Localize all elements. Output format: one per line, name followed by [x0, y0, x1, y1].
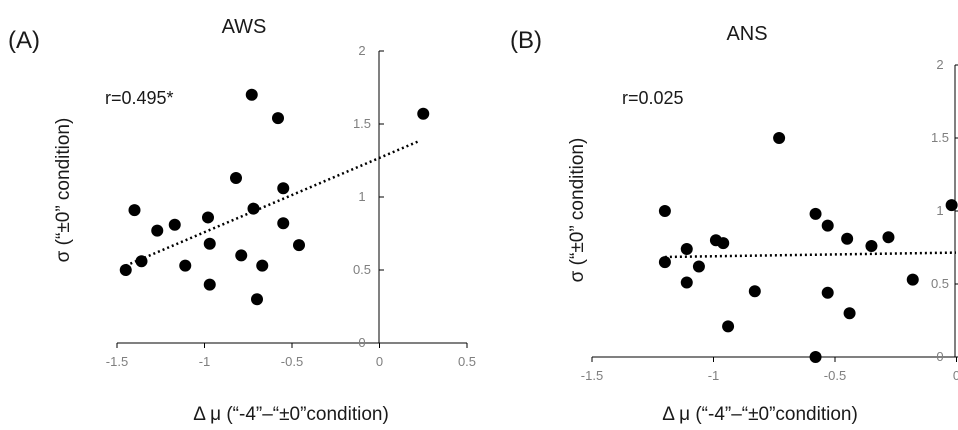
panel-b-data-point: [809, 351, 822, 363]
panel-b-title: ANS: [726, 23, 767, 45]
panel-b-data-point: [843, 307, 856, 320]
panel-b-data-point: [809, 207, 822, 220]
panel-a-data-point: [235, 249, 248, 262]
panel-b-data-point: [906, 273, 919, 286]
panel-a-data-point: [128, 204, 141, 217]
panel-b-y-tick-label: 1.5: [931, 130, 949, 145]
panel-b-data-point: [748, 285, 761, 298]
panel-b-data-point: [692, 260, 705, 273]
panel-a-x-tick-label: -1.5: [106, 354, 128, 369]
panel-b-label: (B): [510, 27, 542, 54]
panel-b-data-point: [680, 242, 693, 255]
panel-b-x-tick-label: 0: [953, 368, 958, 383]
panel-a-data-point: [277, 182, 290, 195]
panel-a: (A) AWS r=0.495* σ (“±0” condition) Δ μ …: [8, 16, 476, 425]
panel-a-plot: -1.5 -1 -0.5 0 0.5 0 0.5 1 1.5 2: [106, 43, 476, 369]
panel-a-x-tick-label: -1: [199, 354, 211, 369]
panel-b-y-tick-label: 1: [936, 203, 943, 218]
panel-a-data-point: [230, 172, 242, 185]
panel-a-label: (A): [8, 27, 40, 54]
panel-a-y-tick-label: 2: [358, 43, 365, 58]
panel-a-y-axis-label: σ (“±0” condition): [53, 118, 74, 263]
panel-a-correlation: r=0.495*: [105, 88, 174, 108]
panel-b-data-point: [882, 231, 895, 244]
panel-a-data-point: [203, 237, 216, 250]
panel-a-data-point: [203, 278, 216, 291]
panel-a-data-point: [151, 224, 164, 237]
panel-a-data-point: [272, 112, 284, 125]
panel-b: (B) ANS r=0.025 σ (“±0” condition) Δ μ (…: [510, 23, 958, 425]
panel-b-x-tick-label: -0.5: [824, 368, 846, 383]
panel-b-y-tick-label: 2: [936, 57, 943, 72]
panel-a-y-tick-label: 1: [358, 189, 365, 204]
panel-a-title: AWS: [222, 16, 267, 38]
panel-a-x-tick-label: 0.5: [458, 354, 476, 369]
panel-a-data-point: [417, 107, 430, 120]
panel-a-data-point: [179, 259, 192, 272]
panel-b-x-tick-label: -1: [708, 368, 720, 383]
panel-b-x-tick-label: -1.5: [581, 368, 603, 383]
panel-b-x-axis-label: Δ μ (“-4”–“±0”condition): [662, 404, 858, 425]
panel-a-data-point: [245, 88, 258, 101]
panel-b-data-point: [841, 232, 854, 245]
panel-b-data-point: [865, 240, 878, 253]
panel-a-data-point: [135, 255, 148, 268]
panel-a-y-tick-label: 0.5: [353, 262, 371, 277]
panel-a-data-point: [256, 259, 269, 272]
panel-a-data-point: [293, 239, 305, 252]
panel-a-data-point: [247, 202, 260, 215]
panel-b-data-point: [658, 205, 671, 217]
panel-a-x-tick-label: -0.5: [281, 354, 303, 369]
panel-a-data-point: [119, 264, 132, 276]
panel-b-data-point: [658, 256, 671, 269]
panel-b-data-point: [821, 286, 834, 299]
panel-b-plot: -1.5 -1 -0.5 00 0.5 1 1.5 2: [581, 57, 958, 383]
panel-a-y-tick-label: 0: [358, 335, 365, 350]
panel-a-x-tick-label: 0: [376, 354, 383, 369]
panel-b-data-point: [945, 199, 958, 212]
panel-b-data-point: [821, 219, 834, 232]
panel-b-data-point: [680, 276, 693, 289]
panel-a-data-point: [168, 218, 181, 231]
panel-a-y-tick-label: 1.5: [353, 116, 371, 131]
panel-b-data-point: [773, 132, 786, 144]
panel-b-data-point: [717, 237, 730, 250]
panel-a-data-point: [202, 211, 214, 224]
panel-a-trendline: [125, 140, 419, 267]
panel-b-data-point: [722, 320, 735, 333]
panel-b-y-axis-label: σ (“±0” condition): [567, 138, 588, 283]
panel-b-y-tick-label: 0: [936, 349, 943, 364]
panel-b-correlation: r=0.025: [622, 88, 684, 108]
panel-a-data-point: [251, 293, 263, 306]
panel-b-trendline: [664, 251, 957, 259]
panel-a-x-axis-label: Δ μ (“-4”–“±0”condition): [193, 404, 389, 425]
panel-a-data-point: [277, 217, 290, 230]
panel-b-y-tick-label: 0.5: [931, 276, 949, 291]
